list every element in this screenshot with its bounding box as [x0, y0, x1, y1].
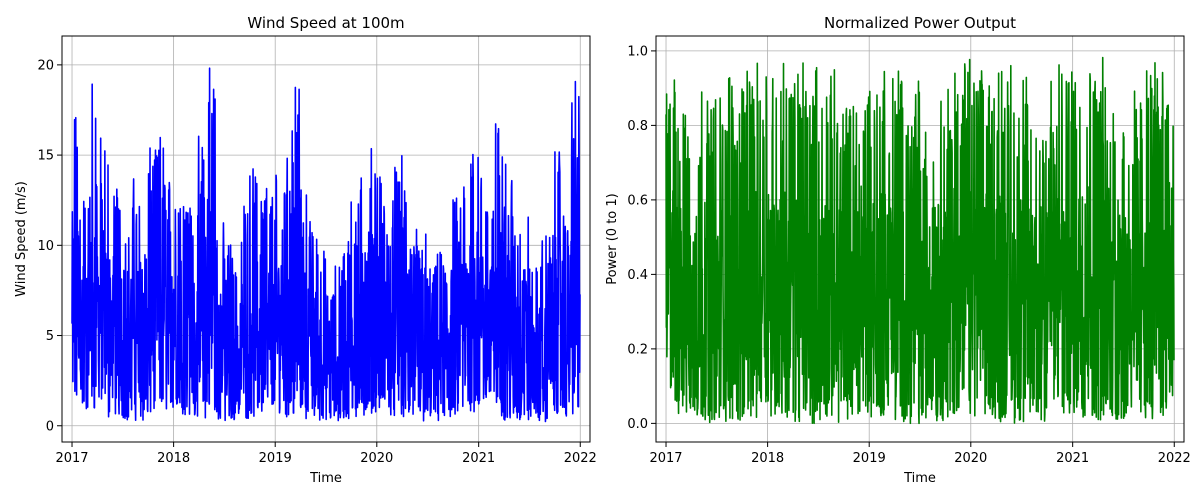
power-output-y-tick-label: 0.4: [627, 268, 648, 283]
wind-speed-x-axis-label: Time: [309, 471, 342, 486]
wind-speed-series: [71, 67, 581, 423]
power-output-x-tick-label: 2021: [1056, 451, 1089, 466]
wind-speed-x-ticks: 2017 2018 2019 2020 2021 2022: [55, 442, 597, 466]
power-output-x-ticks: 2017 2018 2019 2020 2021 2022: [649, 442, 1191, 466]
power-output-chart-title: Normalized Power Output: [824, 14, 1016, 32]
wind-speed-x-tick-label: 2019: [259, 451, 292, 466]
wind-speed-y-tick-label: 20: [37, 58, 54, 73]
wind-speed-x-tick-label: 2017: [55, 451, 88, 466]
wind-speed-chart-title: Wind Speed at 100m: [247, 14, 404, 32]
wind-speed-x-tick-label: 2020: [360, 451, 393, 466]
wind-speed-panel: Wind Speed at 100m Time Wind Speed (m/s)…: [14, 14, 597, 486]
power-output-y-axis-label: Power (0 to 1): [605, 193, 620, 284]
power-output-x-tick-label: 2018: [751, 451, 784, 466]
wind-speed-y-axis-label: Wind Speed (m/s): [14, 181, 29, 297]
wind-speed-y-tick-label: 0: [46, 419, 54, 434]
wind-speed-x-tick-label: 2022: [564, 451, 597, 466]
power-output-x-tick-label: 2017: [649, 451, 682, 466]
wind-speed-y-tick-label: 10: [37, 239, 54, 254]
power-output-y-tick-label: 0.6: [627, 193, 648, 208]
power-output-x-tick-label: 2022: [1158, 451, 1191, 466]
power-output-axes-frame: [655, 35, 1185, 443]
wind-speed-y-tick-label: 15: [37, 149, 54, 164]
wind-speed-y-tick-label: 5: [46, 329, 54, 344]
wind-speed-line: [71, 67, 581, 423]
power-output-x-axis-label: Time: [903, 471, 936, 486]
power-output-y-tick-label: 0.8: [627, 119, 648, 134]
power-output-x-tick-label: 2020: [954, 451, 987, 466]
wind-speed-x-tick-label: 2018: [157, 451, 190, 466]
wind-speed-y-ticks: 0 5 10 15 20: [37, 58, 62, 434]
power-output-series: [665, 56, 1175, 425]
power-output-y-tick-label: 0.0: [627, 417, 648, 432]
power-output-x-tick-label: 2019: [853, 451, 886, 466]
power-output-y-tick-label: 1.0: [627, 44, 648, 59]
power-output-panel: Normalized Power Output Time Power (0 to…: [605, 14, 1191, 486]
wind-speed-axes-frame: [61, 35, 591, 443]
power-output-line: [665, 56, 1175, 425]
wind-speed-x-tick-label: 2021: [462, 451, 495, 466]
power-output-y-ticks: 0.0 0.2 0.4 0.6 0.8 1.0: [627, 44, 656, 432]
power-output-y-tick-label: 0.2: [627, 342, 648, 357]
